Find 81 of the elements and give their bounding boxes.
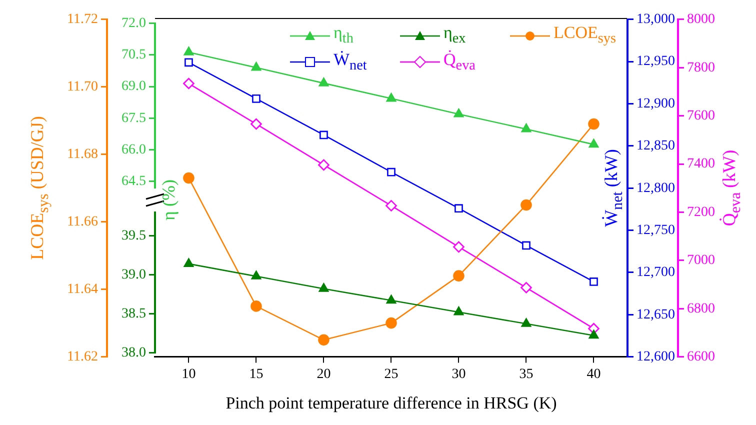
point: [252, 94, 260, 103]
point: [386, 92, 396, 102]
legend-label: η$_{th}$: [334, 23, 354, 48]
point: [588, 330, 599, 339]
y-tick-label: 11.68: [66, 147, 98, 162]
y-tick-label: 64.5: [121, 174, 146, 189]
y3-tick-label: 7800: [687, 60, 715, 76]
y3-tick-label: 6800: [687, 301, 715, 316]
y3-tick-label: 7200: [687, 204, 715, 220]
y-tick-label: 67.5: [121, 110, 146, 126]
legend-label: LCOE$_{sys}$: [554, 23, 616, 48]
y2-tick-label: 12,650: [636, 307, 675, 322]
point: [386, 294, 396, 304]
y2-tick-label: 12,750: [636, 222, 675, 238]
y-tick-label: 11.62: [66, 349, 98, 364]
x-tick-label: 25: [384, 366, 398, 382]
y-tick-label: 11.64: [66, 282, 98, 297]
y3-tick-label: 7000: [687, 253, 715, 268]
legend-label: η$_{ex}$: [444, 23, 466, 48]
y-tick-label: 66.0: [121, 142, 146, 158]
point: [318, 78, 329, 86]
legend-label: Ẇ$_{net}$: [334, 50, 367, 74]
point: [520, 282, 532, 294]
point: [453, 270, 464, 282]
point: [454, 108, 464, 118]
point: [320, 130, 328, 140]
y2-tick-label: 12,850: [636, 138, 675, 154]
x-tick-label: 20: [316, 366, 331, 382]
y-tick-label: 39.5: [121, 228, 146, 244]
point: [184, 58, 193, 67]
y-tick-label: 69.0: [121, 79, 146, 94]
y2-tick-label: 12,600: [636, 349, 675, 364]
point: [520, 199, 532, 211]
y-tick-label: 11.70: [66, 80, 98, 95]
point: [318, 159, 330, 171]
point: [588, 138, 599, 148]
y2-tick-label: 13,000: [636, 12, 675, 28]
point: [251, 270, 262, 280]
point: [386, 200, 397, 212]
point: [250, 118, 262, 130]
point: [183, 172, 194, 184]
point: [318, 283, 329, 292]
y-tick-label: 11.72: [66, 12, 98, 28]
y2-tick-label: 12,950: [636, 54, 675, 70]
point: [387, 168, 396, 176]
y3-tick-label: 7400: [687, 156, 715, 172]
y-axis-title: η (%): [158, 179, 180, 220]
legend-label: Q̇$_{eva}$: [444, 50, 476, 74]
y2-tick-label: 12,900: [636, 96, 675, 112]
x-tick-label: 30: [452, 366, 466, 382]
x-tick-label: 15: [249, 366, 264, 382]
y3-tick-label: 6600: [687, 349, 715, 364]
y-tick-label: 70.5: [121, 48, 146, 63]
y2-tick-label: 12,800: [636, 180, 675, 196]
point: [588, 118, 600, 130]
y-tick-label: 38.0: [121, 345, 146, 360]
point: [183, 78, 194, 90]
point: [590, 278, 598, 286]
point: [184, 258, 194, 267]
point: [250, 300, 262, 312]
y2-tick-label: 12,700: [636, 265, 675, 280]
x-axis-title: Pinch point temperature difference in HRSG (K): [226, 393, 557, 412]
y-tick-label: 11.66: [66, 214, 98, 230]
x-tick-label: 40: [586, 366, 601, 382]
y-tick-label: 72.0: [121, 16, 146, 32]
point: [184, 46, 194, 56]
y-tick-label: 38.5: [121, 306, 146, 322]
y3-tick-label: 8000: [687, 12, 715, 28]
point: [522, 241, 530, 250]
point: [453, 241, 464, 253]
point: [454, 306, 464, 316]
x-tick-label: 10: [182, 366, 196, 382]
point: [318, 334, 330, 346]
point: [521, 318, 532, 327]
point: [251, 62, 262, 71]
x-tick-label: 35: [519, 366, 534, 382]
point: [386, 317, 397, 329]
point: [521, 123, 532, 132]
point: [454, 204, 463, 213]
y-tick-label: 39.0: [121, 267, 146, 282]
y3-tick-label: 7600: [687, 108, 715, 124]
